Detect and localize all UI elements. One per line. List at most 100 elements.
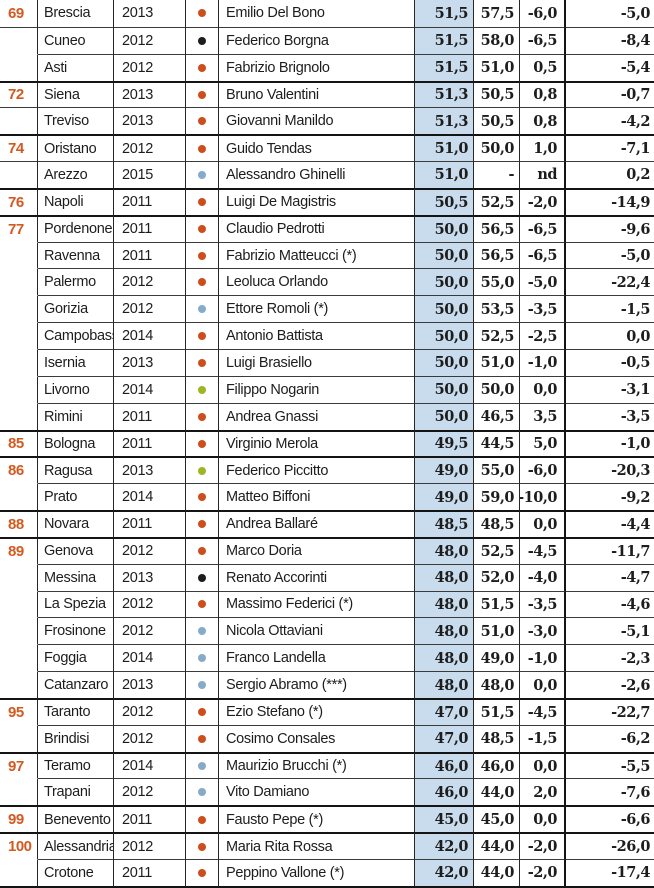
election-year-cell: 2011 <box>114 241 186 269</box>
election-year-cell: 2011 <box>114 214 186 242</box>
rank-cell: 72 <box>0 80 38 108</box>
mayor-name-cell: Leoluca Orlando <box>219 268 415 296</box>
score-second-cell: 48,5 <box>474 724 520 752</box>
party-dot-icon <box>198 385 206 394</box>
score-fourth-cell: -4,6 <box>566 590 654 618</box>
score-diff-cell: 1,0 <box>520 134 566 162</box>
mayor-name-cell: Fausto Pepe (*) <box>219 805 415 833</box>
score-diff-cell: 3,5 <box>520 402 566 430</box>
score-diff-cell: -2,5 <box>520 322 566 349</box>
table-row: 86 Ragusa 2013 Federico Piccitto 49,0 55… <box>0 456 654 484</box>
election-year-cell: 2014 <box>114 483 186 511</box>
party-dot-icon <box>198 358 206 367</box>
party-dot-icon <box>198 600 206 609</box>
election-year-cell: 2014 <box>114 375 186 403</box>
score-fourth-cell: -6,2 <box>566 724 654 752</box>
score-second-cell: 51,0 <box>474 53 520 81</box>
table-row: Frosinone 2012 Nicola Ottaviani 48,0 51,… <box>0 617 654 645</box>
score-second-cell: 50,5 <box>474 80 520 108</box>
table-row: 69 Brescia 2013 Emilio Del Bono 51,5 57,… <box>0 0 654 27</box>
party-dot-icon <box>198 198 206 207</box>
table-row: Isernia 2013 Luigi Brasiello 50,0 51,0 -… <box>0 348 654 376</box>
mayor-name-cell: Alessandro Ghinelli <box>219 161 415 188</box>
score-fourth-cell: -11,7 <box>566 536 654 564</box>
city-cell: Ragusa <box>38 456 114 484</box>
party-dot-icon <box>198 305 206 314</box>
election-year-cell: 2012 <box>114 778 186 806</box>
city-cell: Cuneo <box>38 26 114 54</box>
election-year-cell: 2015 <box>114 161 186 188</box>
score-fourth-cell: -5,0 <box>620 4 651 22</box>
table-row: 100 Alessandria 2012 Maria Rita Rossa 42… <box>0 832 654 859</box>
score-diff-cell: -6,5 <box>520 241 566 269</box>
score-second-cell: 52,5 <box>474 536 520 564</box>
score-highlight-cell: 49,5 <box>415 429 474 457</box>
mayor-name-cell: Nicola Ottaviani <box>219 617 415 645</box>
mayor-name-cell: Ettore Romoli (*) <box>219 295 415 323</box>
score-diff-cell: 0,5 <box>520 53 566 81</box>
city-cell: Teramo <box>38 751 114 779</box>
mayor-name-cell: Sergio Abramo (***) <box>219 671 415 698</box>
score-diff-cell: 0,0 <box>520 751 566 779</box>
rank-cell <box>0 161 38 188</box>
table-row: Messina 2013 Renato Accorinti 48,0 52,0 … <box>0 563 654 591</box>
score-diff-cell: 2,0 <box>520 778 566 806</box>
rank-cell <box>0 375 38 403</box>
score-highlight-cell: 45,0 <box>415 805 474 833</box>
city-cell: Siena <box>38 80 114 108</box>
score-fourth-cell: -14,9 <box>566 187 654 215</box>
party-dot-icon <box>198 547 206 556</box>
score-second-cell: 51,5 <box>474 697 520 725</box>
table-row: 77 Pordenone 2011 Claudio Pedrotti 50,0 … <box>0 214 654 242</box>
city-cell: Brindisi <box>38 724 114 752</box>
election-year-cell: 2011 <box>114 859 186 886</box>
score-second-cell: 53,5 <box>474 295 520 323</box>
election-year-cell: 2012 <box>114 724 186 752</box>
mayor-name-cell: Giovanni Manildo <box>219 107 415 135</box>
election-year-cell: 2012 <box>114 295 186 323</box>
party-dot-icon <box>198 466 206 475</box>
city-cell: Isernia <box>38 348 114 376</box>
score-diff-cell: -4,5 <box>520 536 566 564</box>
score-highlight-cell: 50,0 <box>415 402 474 430</box>
mayor-name-cell: Matteo Biffoni <box>219 483 415 511</box>
mayor-name-cell: Renato Accorinti <box>219 563 415 591</box>
rank-cell: 97 <box>0 751 38 779</box>
party-dot-cell <box>186 617 219 645</box>
party-dot-icon <box>198 332 206 341</box>
rank-cell: 76 <box>0 187 38 215</box>
city-cell: Napoli <box>38 187 114 215</box>
score-fourth-cell: -9,6 <box>566 214 654 242</box>
party-dot-cell <box>186 510 219 537</box>
party-dot-cell <box>186 214 219 242</box>
party-dot-cell <box>186 778 219 806</box>
table-row: Campobasso 2014 Antonio Battista 50,0 52… <box>0 322 654 349</box>
city-cell: Campobasso <box>38 322 114 349</box>
score-diff-cell: -5,0 <box>520 268 566 296</box>
table-row: Brindisi 2012 Cosimo Consales 47,0 48,5 … <box>0 724 654 752</box>
mayor-name-cell: Emilio Del Bono <box>219 0 415 27</box>
party-dot-cell <box>186 859 219 886</box>
party-dot-cell <box>186 134 219 162</box>
city-cell: Brescia <box>38 0 114 27</box>
mayor-name-cell: Federico Piccitto <box>219 456 415 484</box>
score-second-cell: - <box>474 161 520 188</box>
rank-cell <box>0 322 38 349</box>
party-dot-icon <box>198 9 206 18</box>
city-cell: Oristano <box>38 134 114 162</box>
score-highlight-cell: 51,3 <box>415 80 474 108</box>
score-second-cell: 51,0 <box>474 617 520 645</box>
mayor-name-cell: Filippo Nogarin <box>219 375 415 403</box>
score-diff-cell: 0,0 <box>520 805 566 833</box>
rank-cell <box>0 402 38 430</box>
table-row: 97 Teramo 2014 Maurizio Brucchi (*) 46,0… <box>0 751 654 779</box>
table-row: 74 Oristano 2012 Guido Tendas 51,0 50,0 … <box>0 134 654 162</box>
party-dot-cell <box>186 375 219 403</box>
city-cell: Treviso <box>38 107 114 135</box>
election-year-cell: 2012 <box>114 832 186 859</box>
score-fourth-cell: -0,5 <box>566 348 654 376</box>
party-dot-cell <box>186 832 219 859</box>
city-cell: Ravenna <box>38 241 114 269</box>
score-highlight-cell: 48,0 <box>415 563 474 591</box>
score-highlight-cell: 47,0 <box>415 697 474 725</box>
